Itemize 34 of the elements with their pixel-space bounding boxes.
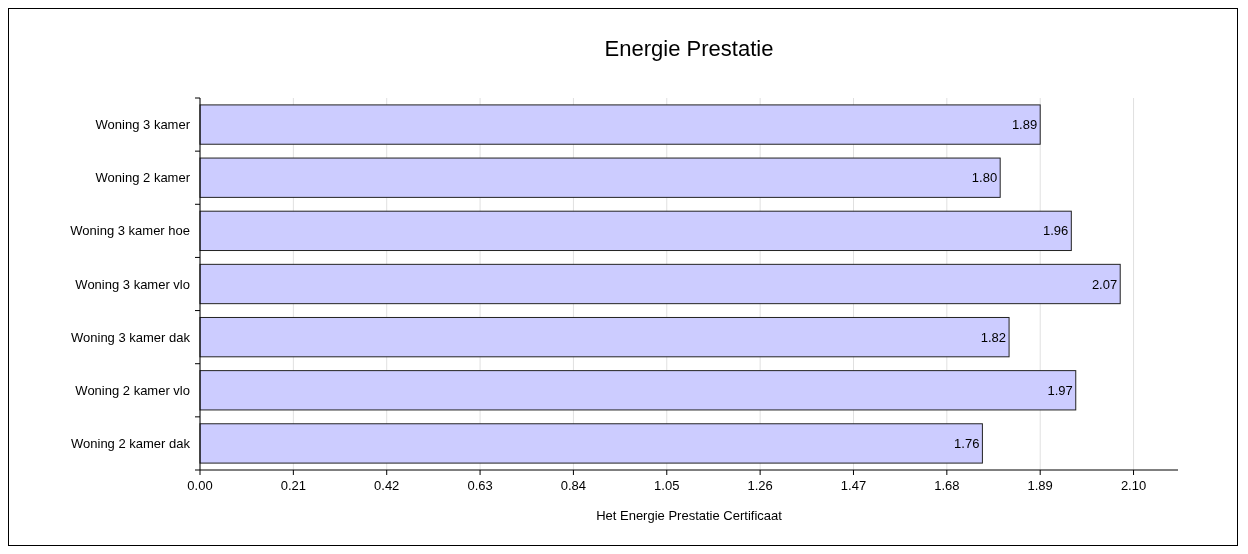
data-label: 1.97 [1047, 382, 1073, 398]
x-tick-label: 0.63 [467, 478, 493, 493]
x-tick-label: 2.10 [1120, 478, 1147, 493]
bar [199, 210, 1072, 252]
bar [199, 157, 1001, 198]
data-label: 2.07 [1091, 276, 1118, 292]
bar [199, 316, 1010, 358]
x-tick-label: 1.05 [654, 478, 680, 493]
x-tick-label: 0.00 [187, 478, 213, 493]
data-label: 1.76 [954, 435, 980, 451]
y-tick-label: Woning 2 kamer [95, 170, 191, 186]
y-tick-label: Woning 2 kamer dak [71, 435, 191, 451]
x-tick-label: 0.21 [280, 478, 307, 493]
bar [199, 104, 1041, 145]
x-axis-title: Het Energie Prestatie Certificaat [596, 508, 783, 523]
y-tick-label: Woning 3 kamer [95, 117, 191, 133]
data-label: 1.80 [971, 170, 998, 186]
y-tick-label: Woning 2 kamer vlo [75, 382, 190, 398]
chart-title: Energie Prestatie [604, 36, 774, 61]
bar [199, 263, 1121, 305]
data-label: 1.96 [1043, 223, 1069, 239]
y-tick-label: Woning 3 kamer vlo [75, 276, 190, 292]
data-label: 1.89 [1011, 117, 1038, 133]
y-tick-label: Woning 3 kamer dak [71, 329, 191, 345]
x-tick-label: 1.89 [1027, 478, 1053, 493]
y-tick-label: Woning 3 kamer hoe [70, 223, 190, 239]
bar [199, 423, 983, 464]
x-tick-label: 0.42 [374, 478, 400, 493]
data-label: 1.82 [980, 329, 1007, 345]
x-tick-label: 1.26 [747, 478, 773, 493]
bar [199, 370, 1077, 411]
x-tick-label: 0.84 [560, 478, 587, 493]
x-tick-label: 1.68 [934, 478, 960, 493]
x-tick-label: 1.47 [840, 478, 867, 493]
